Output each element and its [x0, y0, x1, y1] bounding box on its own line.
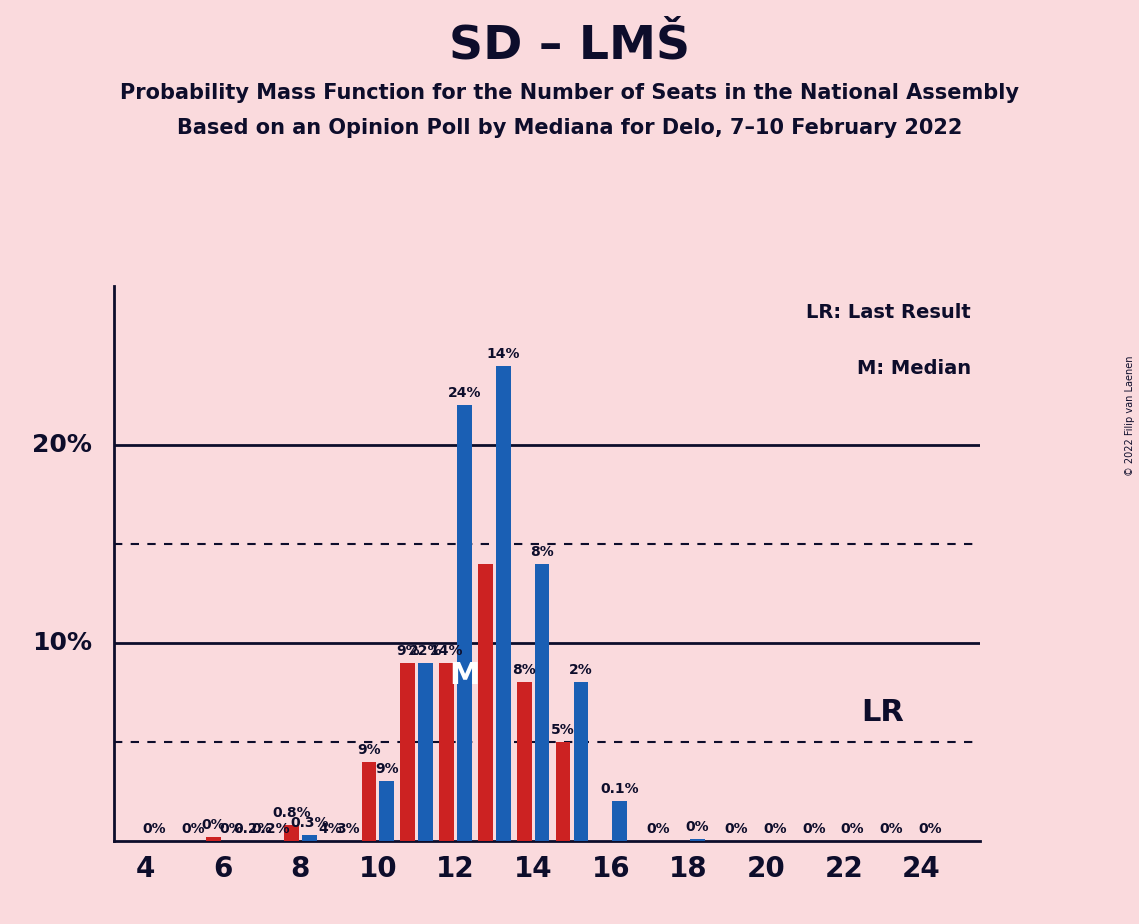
Bar	[302, 835, 317, 841]
Text: 0%: 0%	[142, 821, 165, 836]
Text: 9%: 9%	[358, 743, 380, 757]
Bar	[284, 825, 298, 841]
Bar	[574, 683, 588, 841]
Text: 0%: 0%	[918, 821, 942, 836]
Bar	[478, 564, 493, 841]
Text: 0.8%: 0.8%	[272, 806, 311, 821]
Text: 0%: 0%	[181, 821, 205, 836]
Bar	[457, 406, 472, 841]
Bar	[379, 782, 394, 841]
Text: 3%: 3%	[336, 821, 360, 836]
Text: 24%: 24%	[448, 386, 481, 400]
Text: LR: Last Result: LR: Last Result	[806, 303, 970, 322]
Text: 14%: 14%	[429, 644, 464, 658]
Text: 8%: 8%	[513, 663, 536, 677]
Bar	[401, 663, 415, 841]
Bar	[534, 564, 549, 841]
Text: 0.1%: 0.1%	[600, 783, 639, 796]
Text: 0.2%: 0.2%	[233, 821, 272, 836]
Text: 8%: 8%	[530, 544, 554, 559]
Text: Based on an Opinion Poll by Mediana for Delo, 7–10 February 2022: Based on an Opinion Poll by Mediana for …	[177, 118, 962, 139]
Text: 0%: 0%	[220, 821, 244, 836]
Text: © 2022 Filip van Laenen: © 2022 Filip van Laenen	[1125, 356, 1134, 476]
Bar	[361, 761, 376, 841]
Text: 0%: 0%	[724, 821, 748, 836]
Text: 14%: 14%	[486, 346, 521, 360]
Text: 0%: 0%	[686, 820, 710, 833]
Text: 20%: 20%	[32, 432, 92, 456]
Bar	[613, 801, 628, 841]
Text: 9%: 9%	[396, 644, 419, 658]
Bar	[556, 742, 571, 841]
Bar	[690, 839, 705, 841]
Text: 10%: 10%	[32, 631, 92, 655]
Bar	[418, 663, 433, 841]
Bar	[440, 663, 454, 841]
Text: 2%: 2%	[570, 663, 592, 677]
Text: Probability Mass Function for the Number of Seats in the National Assembly: Probability Mass Function for the Number…	[120, 83, 1019, 103]
Text: 0%: 0%	[879, 821, 903, 836]
Bar	[206, 837, 221, 841]
Text: 0%: 0%	[802, 821, 826, 836]
Text: 0%: 0%	[763, 821, 787, 836]
Text: 0%: 0%	[202, 818, 226, 832]
Text: 22%: 22%	[409, 644, 442, 658]
Text: 9%: 9%	[375, 762, 399, 776]
Text: 5%: 5%	[551, 723, 575, 737]
Text: LR: LR	[861, 698, 904, 726]
Text: 4%: 4%	[318, 821, 342, 836]
Text: 0%: 0%	[647, 821, 671, 836]
Bar	[495, 366, 510, 841]
Text: 0%: 0%	[841, 821, 865, 836]
Bar	[517, 683, 532, 841]
Text: 0.3%: 0.3%	[290, 816, 328, 830]
Text: M: M	[449, 661, 480, 690]
Text: M: Median: M: Median	[857, 359, 970, 378]
Text: SD – LMŠ: SD – LMŠ	[449, 23, 690, 68]
Text: 0.2%: 0.2%	[251, 821, 289, 836]
